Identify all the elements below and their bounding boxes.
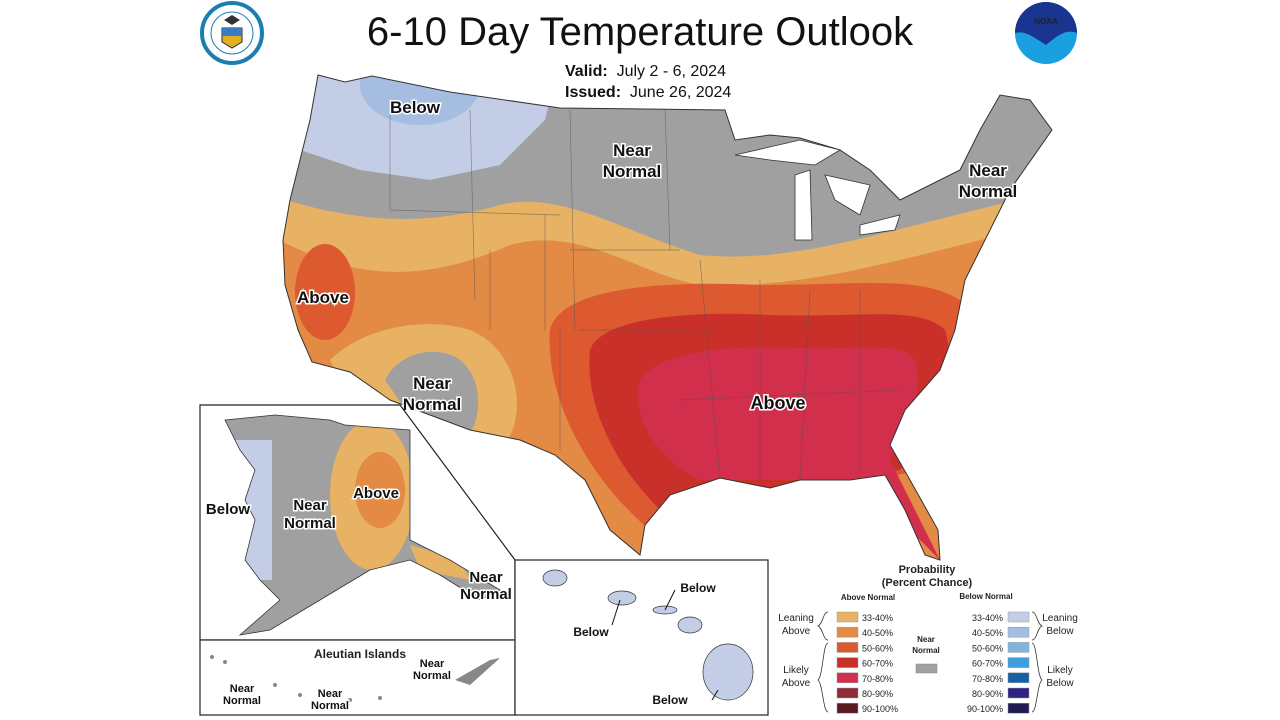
noaa-logo: NOAA (1015, 2, 1077, 64)
alaska-outline (224, 414, 501, 636)
legend-range-below-1: 40-50% (972, 628, 1003, 638)
issued-date: Issued: June 26, 2024 (565, 84, 731, 102)
ca-above-50-60-region (295, 244, 355, 340)
hawaii-leader-lines (611, 589, 719, 701)
legend-swatch-above-6 (836, 702, 859, 714)
legend-leaning-above-2: Above (782, 626, 811, 637)
hawaii-islands (542, 569, 754, 701)
legend-near-1: Near (917, 635, 935, 644)
legend-range-below-3: 60-70% (972, 659, 1003, 669)
ak-label-normal: Normal (284, 515, 336, 532)
aleutian-title: Aleutian Islands (314, 647, 406, 661)
legend-range-above-1: 40-50% (862, 628, 893, 638)
hi-label-below-2: Below (573, 625, 609, 639)
legend-range-below-2: 50-60% (972, 643, 1003, 653)
legend: Probability (Percent Chance) Above Norma… (778, 564, 1078, 714)
legend-range-above-5: 80-90% (862, 689, 893, 699)
legend-range-below-4: 70-80% (972, 674, 1003, 684)
aleutian-label-near-1: Near (230, 683, 255, 695)
legend-swatch-above-2 (836, 642, 859, 653)
legend-swatch-above-1 (836, 626, 859, 638)
ak-label-above: Above (353, 485, 399, 502)
page-title: 6-10 Day Temperature Outlook (366, 10, 914, 54)
ak-se-label-normal: Normal (460, 586, 512, 603)
map-label-se-above: Above (750, 393, 805, 413)
legend-swatch-below-4 (1007, 672, 1030, 684)
legend-likely-above-1: Likely (783, 665, 809, 676)
state-borders (389, 100, 901, 481)
map-label-north-normal: Normal (603, 162, 662, 181)
issued-value: June 26, 2024 (629, 84, 732, 101)
aleutian-islands (210, 655, 500, 702)
legend-likely-below-2: Below (1046, 678, 1074, 689)
legend-subtitle: (Percent Chance) (882, 577, 973, 589)
hi-label-below-3: Below (652, 693, 688, 707)
ak-label-below: Below (206, 501, 251, 518)
aleutian-label-normal-2: Normal (311, 700, 349, 712)
legend-swatch-below-6 (1007, 702, 1030, 714)
aleutian-label-near-2: Near (318, 688, 343, 700)
map-label-sw-near: Near (413, 374, 451, 393)
legend-swatch-below-2 (1007, 642, 1030, 653)
legend-likely-below-1: Likely (1047, 665, 1073, 676)
legend-swatch-below-0 (1007, 611, 1030, 623)
map-label-ca-above: Above (297, 288, 349, 307)
legend-below-header: Below Normal (959, 592, 1012, 601)
legend-swatch-below-1 (1007, 626, 1030, 638)
legend-leaning-below-2: Below (1046, 626, 1074, 637)
legend-braces (816, 611, 1044, 713)
legend-range-below-6: 90-100% (967, 704, 1003, 714)
valid-label: Valid: (565, 63, 608, 80)
aleutian-label-near-3: Near (420, 658, 445, 670)
valid-value: July 2 - 6, 2024 (616, 63, 726, 80)
aleutian-label-normal-3: Normal (413, 670, 451, 682)
legend-range-above-3: 60-70% (862, 659, 893, 669)
legend-range-below-5: 80-90% (972, 689, 1003, 699)
legend-range-above-0: 33-40% (862, 613, 893, 623)
legend-swatch-above-5 (836, 687, 859, 699)
legend-range-above-4: 70-80% (862, 674, 893, 684)
legend-range-below-0: 33-40% (972, 613, 1003, 623)
legend-swatch-below-3 (1007, 657, 1030, 668)
legend-leaning-below-1: Leaning (1042, 613, 1078, 624)
legend-swatch-below-5 (1007, 687, 1030, 699)
legend-likely-above-2: Above (782, 678, 811, 689)
legend-range-above-6: 90-100% (862, 704, 898, 714)
legend-near-normal-swatch (915, 663, 938, 674)
ak-label-near: Near (293, 497, 327, 514)
legend-near-2: Normal (912, 646, 940, 655)
legend-swatch-above-4 (836, 672, 859, 684)
great-lakes (734, 139, 901, 241)
conus-outline (282, 74, 1053, 561)
map-label-nw-below: Below (390, 98, 441, 117)
valid-dates: Valid: July 2 - 6, 2024 (565, 63, 726, 81)
legend-above-header: Above Normal (841, 593, 895, 602)
map-label-north-near: Near (613, 141, 651, 160)
commerce-seal-logo (200, 1, 264, 65)
legend-leaning-above-1: Leaning (778, 613, 814, 624)
legend-swatch-above-0 (836, 611, 859, 623)
map-label-ne-near: Near (969, 161, 1007, 180)
legend-swatch-above-3 (836, 657, 859, 668)
legend-range-above-2: 50-60% (862, 643, 893, 653)
above-70-80-region (638, 347, 940, 560)
hi-label-below-1: Below (680, 581, 716, 595)
issued-label: Issued: (565, 84, 622, 101)
aleutian-label-normal-1: Normal (223, 695, 261, 707)
map-label-ne-normal: Normal (959, 182, 1018, 201)
map-label-sw-normal: Normal (403, 395, 462, 414)
legend-title: Probability (899, 564, 957, 576)
svg-text:NOAA: NOAA (1034, 17, 1058, 26)
ak-se-label-near: Near (469, 569, 503, 586)
